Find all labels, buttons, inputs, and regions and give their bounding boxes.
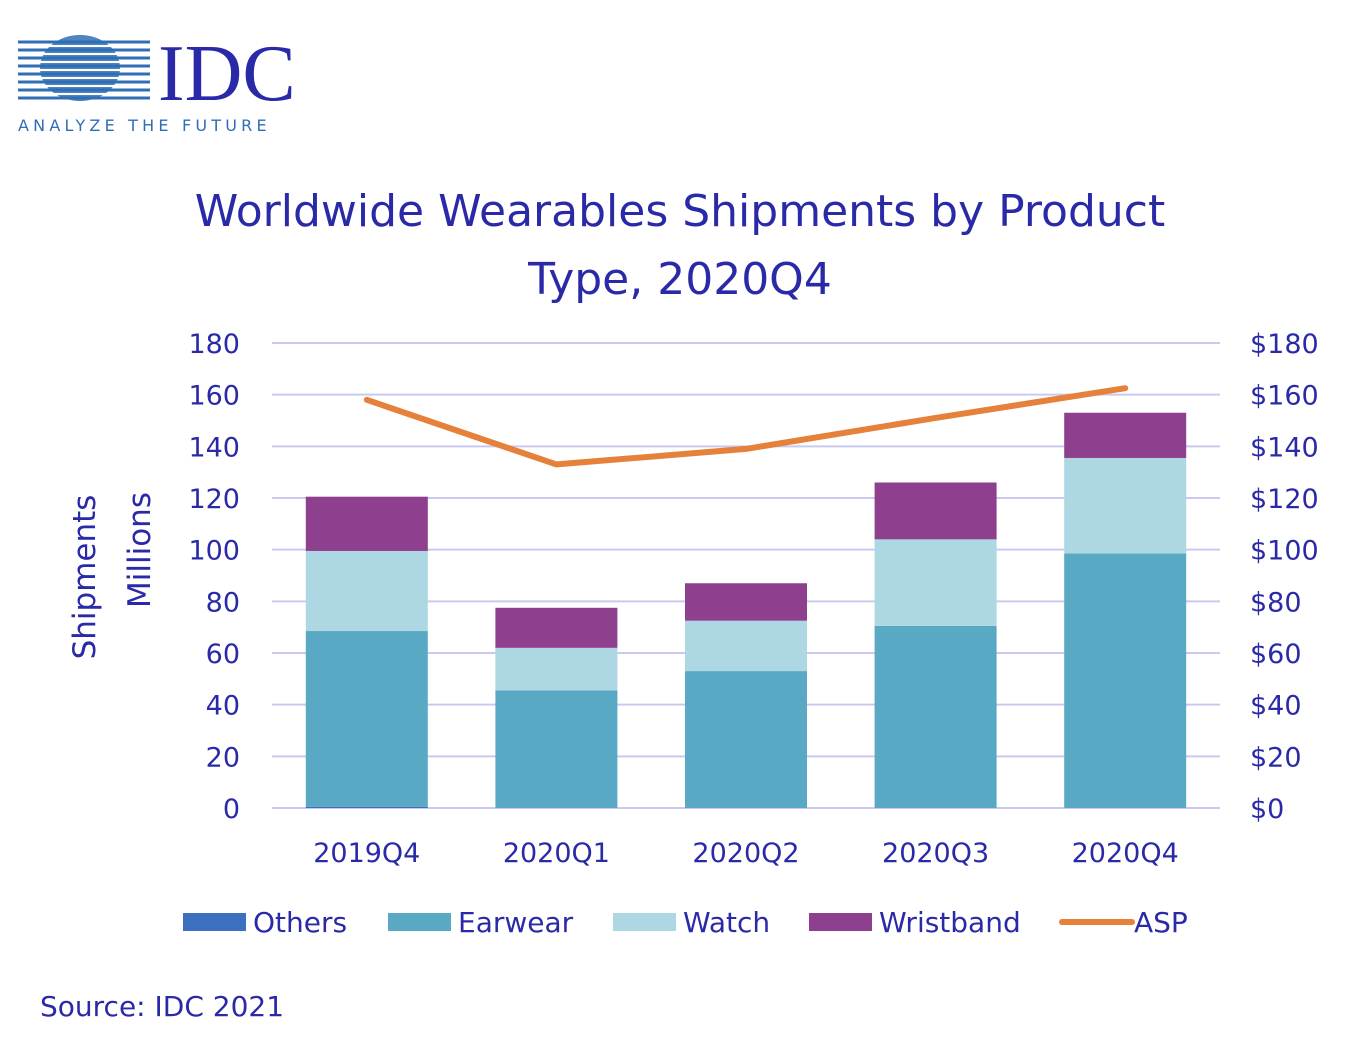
legend-label: Others [253, 906, 347, 939]
legend-swatch-others [183, 913, 246, 931]
y2-tick-label: $80 [1250, 587, 1302, 618]
bar-watch-2020q1 [495, 647, 618, 691]
x-tick-label: 2020Q4 [1072, 838, 1179, 869]
bar-earwear-2020q3 [874, 625, 997, 808]
y-axis-title-line-1: Shipments [67, 495, 103, 660]
bar-earwear-2020q1 [495, 690, 618, 808]
y-tick-label: 160 [188, 381, 240, 412]
bar-earwear-2019q4 [305, 631, 428, 807]
y-tick-label: 180 [188, 329, 240, 360]
asp-point [366, 399, 368, 401]
brand-tagline: ANALYZE THE FUTURE [18, 116, 271, 135]
asp-point [555, 463, 557, 465]
bar-wristband-2020q3 [874, 482, 997, 540]
bar-watch-2019q4 [305, 550, 428, 632]
y-tick-label: 20 [206, 742, 240, 773]
legend-swatch-watch [613, 913, 676, 931]
legend-label: Earwear [458, 906, 574, 939]
axes: 0 20 40 60 80 100 120 140 160 180 $0 $20 $40 $60 $80 $1… [188, 329, 1318, 869]
legend-label: Watch [683, 906, 770, 939]
y2-tick-label: $160 [1250, 381, 1319, 412]
asp-line [363, 385, 1129, 468]
asp-line-layer [363, 385, 1129, 468]
bar-others-2019q4 [305, 806, 428, 808]
brand-name: IDC [158, 30, 296, 118]
bar-earwear-2020q4 [1064, 553, 1187, 808]
bar-wristband-2020q1 [495, 607, 618, 648]
y-tick-label: 80 [206, 587, 240, 618]
bar-wristband-2020q2 [685, 583, 807, 621]
y-tick-label: 40 [206, 691, 240, 722]
y2-tick-label: $40 [1250, 691, 1302, 722]
bar-watch-2020q4 [1064, 457, 1187, 554]
x-tick-label: 2020Q3 [882, 838, 989, 869]
legend-swatch-wristband [809, 913, 872, 931]
y2-tick-label: $120 [1250, 484, 1319, 515]
x-tick-label: 2019Q4 [313, 838, 420, 869]
legend: Others Earwear Watch Wristband ASP [183, 906, 1188, 939]
y2-tick-label: $140 [1250, 432, 1319, 463]
y2-tick-label: $60 [1250, 639, 1302, 670]
bar-watch-2020q3 [874, 539, 997, 626]
chart-title-line-2: Type, 2020Q4 [528, 254, 832, 305]
asp-point [1124, 387, 1126, 389]
asp-point [745, 448, 747, 450]
asp-point [935, 417, 937, 419]
idc-logo: IDC ANALYZE THE FUTURE [10, 30, 340, 140]
y-tick-label: 120 [188, 484, 240, 515]
bar-watch-2020q2 [685, 620, 807, 672]
y-tick-label: 100 [188, 536, 240, 567]
bar-wristband-2020q4 [1064, 412, 1187, 458]
chart-title-line-1: Worldwide Wearables Shipments by Product [194, 186, 1166, 237]
y-tick-label: 140 [188, 432, 240, 463]
legend-swatch-earwear [388, 913, 451, 931]
y-tick-label: 60 [206, 639, 240, 670]
y-axis-title: Shipments Millions [67, 492, 158, 659]
y2-tick-label: $0 [1250, 794, 1284, 825]
legend-label: ASP [1134, 906, 1188, 939]
y2-tick-label: $100 [1250, 536, 1319, 567]
bar-wristband-2019q4 [305, 496, 428, 551]
x-tick-label: 2020Q1 [503, 838, 610, 869]
source-note: Source: IDC 2021 [40, 990, 285, 1023]
bar-earwear-2020q2 [685, 671, 807, 808]
legend-label: Wristband [879, 906, 1021, 939]
chart-title: Worldwide Wearables Shipments by Product… [140, 178, 1220, 314]
y-tick-label: 0 [223, 794, 240, 825]
stacked-bars [305, 412, 1187, 808]
y-axis-title-line-2: Millions [122, 492, 158, 608]
y2-tick-label: $180 [1250, 329, 1319, 360]
x-tick-label: 2020Q2 [692, 838, 799, 869]
idc-globe-logo-icon: IDC ANALYZE THE FUTURE [18, 30, 296, 135]
y2-tick-label: $20 [1250, 742, 1302, 773]
